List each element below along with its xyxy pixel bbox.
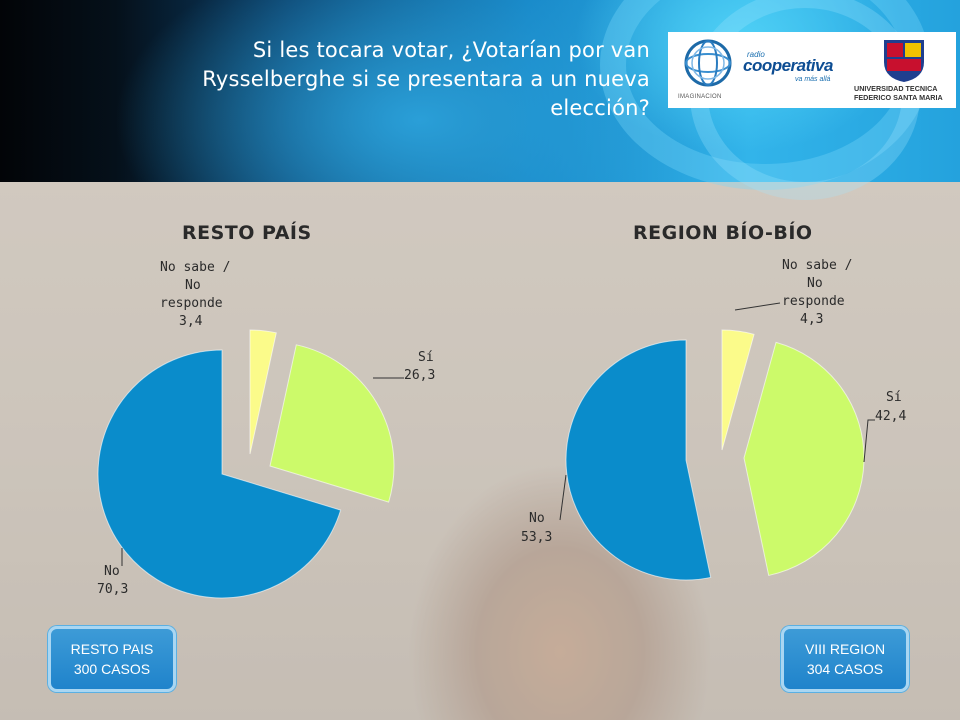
pie-slice-si — [269, 344, 395, 503]
label-right-no-name: No — [529, 511, 545, 526]
label-left-nosabe-line1: No sabe / — [160, 260, 230, 275]
pie-slice-si — [743, 341, 865, 577]
badge-left-line1: RESTO PAIS — [70, 641, 154, 657]
cooperativa-tagline-text: va más allá — [795, 76, 831, 83]
header-banner: Si les tocara votar, ¿Votarían por van R… — [0, 0, 960, 200]
imaginacion-logo: IMAGINACION — [678, 36, 736, 104]
badge-right-line1: VIII REGION — [804, 641, 886, 657]
label-right-si-name: Sí — [886, 390, 902, 405]
cooperativa-radio-text: radio — [747, 50, 765, 59]
label-right-si-value: 42,4 — [875, 409, 906, 424]
chart-title-resto-pais: RESTO PAÍS — [182, 222, 312, 244]
cooperativa-name-text: cooperativa — [743, 56, 833, 75]
slide-title: Si les tocara votar, ¿Votarían por van R… — [202, 38, 650, 120]
label-right-nosabe-line2: No — [807, 276, 823, 291]
pie-slice-nosabe — [249, 329, 277, 455]
label-left-no-value: 70,3 — [97, 582, 128, 597]
cases-badge-region-viii: VIII REGION 304 CASOS — [781, 626, 909, 692]
label-left-si-name: Sí — [418, 350, 434, 365]
pie-chart-resto-pais — [97, 329, 395, 599]
pie-slice-nosabe — [721, 329, 755, 451]
label-left-nosabe-line3: responde — [160, 296, 223, 311]
pie-chart-region-biobio — [565, 329, 865, 581]
label-right-nosabe-value: 4,3 — [800, 312, 823, 327]
badge-right-line2: 304 CASOS — [806, 661, 884, 677]
label-left-nosabe-line2: No — [185, 278, 201, 293]
utfsm-line1: UNIVERSIDAD TECNICA — [854, 84, 938, 93]
leader-line-right-si — [863, 419, 875, 463]
label-left-si-value: 26,3 — [404, 368, 435, 383]
badge-left-line2: 300 CASOS — [73, 661, 151, 677]
label-right-no-value: 53,3 — [521, 530, 552, 545]
imaginacion-text: IMAGINACION — [678, 94, 722, 100]
label-right-nosabe-line3: responde — [782, 294, 845, 309]
cases-badge-resto-pais: RESTO PAIS 300 CASOS — [48, 626, 176, 692]
utfsm-crest-icon — [884, 40, 924, 82]
leader-line-right-nosabe — [734, 302, 781, 311]
label-left-no-name: No — [104, 564, 120, 579]
pie-slice-no — [97, 349, 342, 599]
utfsm-logo: UNIVERSIDAD TECNICA FEDERICO SANTA MARIA — [854, 38, 954, 104]
utfsm-line2: FEDERICO SANTA MARIA — [854, 93, 943, 102]
cooperativa-logo: radio cooperativa va más allá — [743, 50, 851, 90]
label-right-nosabe-line1: No sabe / — [782, 258, 852, 273]
chart-title-region-biobio: REGION BÍO-BÍO — [633, 222, 813, 244]
logo-strip: IMAGINACION radio cooperativa va más all… — [668, 32, 956, 108]
pie-slice-no — [565, 339, 712, 581]
leader-line-right-no — [559, 474, 567, 521]
label-left-nosabe-value: 3,4 — [179, 314, 203, 329]
